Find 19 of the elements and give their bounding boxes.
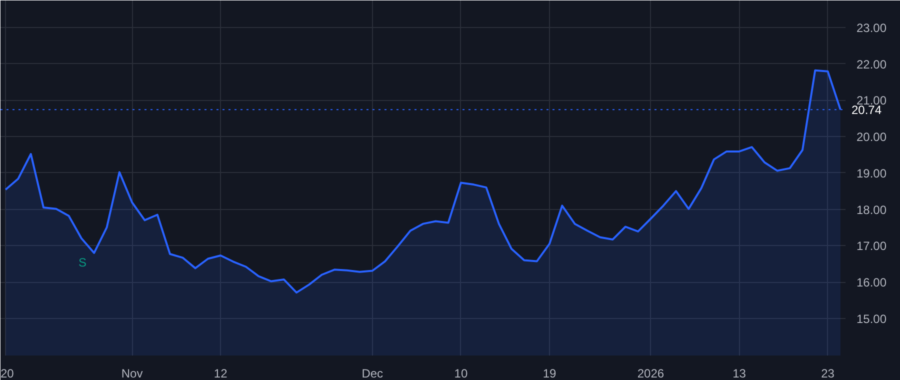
y-tick-label: 17.00: [856, 239, 887, 254]
x-tick-label: 10: [454, 366, 468, 380]
x-tick-label: 19: [542, 366, 556, 380]
y-tick-label: 23.00: [856, 20, 887, 35]
x-tick-label: 12: [214, 366, 228, 380]
y-tick-label: 19.00: [856, 166, 887, 180]
x-tick-label: 20: [0, 366, 14, 380]
annotation: S: [78, 256, 87, 270]
x-tick-label: 2026: [637, 366, 664, 380]
x-tick-label: Dec: [362, 366, 384, 380]
y-tick-label: 18.00: [856, 202, 887, 217]
x-tick-label: 13: [732, 366, 746, 380]
x-tick-label: 23: [821, 366, 835, 380]
y-tick-label: 16.00: [856, 276, 887, 290]
y-tick-label: 15.00: [856, 312, 887, 326]
ref-line-label: 20.74: [852, 103, 882, 118]
x-tick-label: Nov: [121, 366, 143, 380]
y-tick-label: 22.00: [856, 57, 887, 72]
y-tick-label: 20.00: [856, 130, 887, 144]
